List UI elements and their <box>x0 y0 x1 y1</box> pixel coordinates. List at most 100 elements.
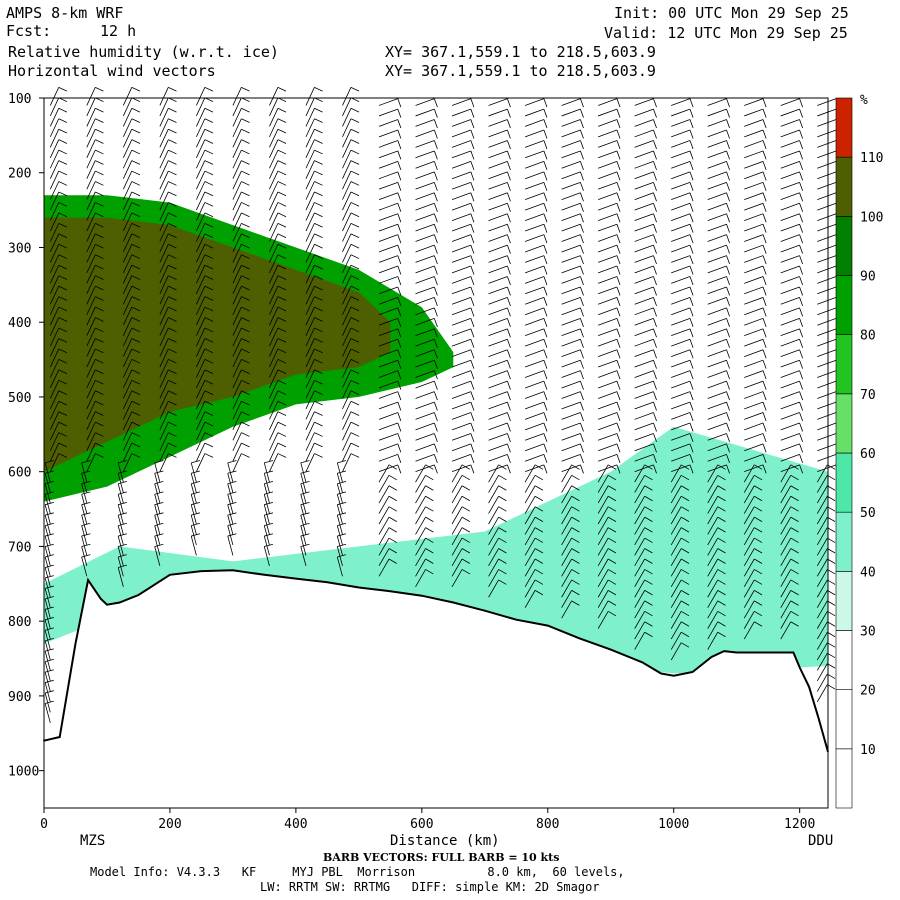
wind-barb <box>488 276 511 286</box>
wind-barb <box>670 485 690 504</box>
wind-barb <box>342 128 360 148</box>
wind-barb <box>671 454 694 463</box>
wind-barb <box>744 349 767 359</box>
wind-barb <box>598 171 621 181</box>
wind-barb <box>561 506 580 525</box>
forecast-value: 12 h <box>100 22 137 40</box>
wind-barb <box>561 590 580 608</box>
wind-barb <box>269 191 287 211</box>
wind-barb <box>524 474 544 493</box>
wind-barb <box>451 244 475 254</box>
colorbar-label: 10 <box>860 743 876 758</box>
wind-barb <box>415 234 438 244</box>
wind-barb <box>561 433 584 443</box>
wind-barb <box>707 631 726 650</box>
wind-barb <box>415 391 438 401</box>
wind-barb <box>780 610 799 629</box>
wind-barb <box>342 285 360 305</box>
wind-barb <box>86 338 104 357</box>
wind-barb <box>488 140 511 150</box>
wind-barb <box>561 150 584 160</box>
wind-barb <box>342 306 360 326</box>
wind-barb <box>122 453 141 472</box>
wind-barb <box>524 338 548 348</box>
wind-barb <box>780 579 799 598</box>
wind-barb <box>159 86 177 106</box>
wind-barb <box>378 443 402 453</box>
wind-barb <box>744 464 767 474</box>
wind-barb <box>378 359 402 369</box>
wind-barb <box>488 297 511 307</box>
wind-barb <box>415 454 438 463</box>
wind-barb <box>488 548 507 567</box>
wind-barb <box>49 442 68 462</box>
wind-barb <box>743 579 763 598</box>
wind-barb <box>378 527 398 546</box>
wind-barb <box>780 401 804 411</box>
wind-barb <box>707 516 726 535</box>
wind-barb <box>378 454 402 463</box>
wind-barb <box>122 181 141 200</box>
wind-barb <box>671 150 694 160</box>
colorbar-swatch <box>835 334 853 395</box>
wind-barb <box>634 600 653 619</box>
wind-barb <box>49 369 68 389</box>
wind-barb <box>378 391 402 401</box>
wind-barb <box>451 401 475 411</box>
cross-section-xy-1: XY= 367.1,559.1 to 218.5,603.9 <box>385 43 656 61</box>
wind-barb <box>159 223 177 242</box>
wind-barb <box>488 129 511 139</box>
y-tick-label: 100 <box>8 92 31 107</box>
wind-barb <box>780 286 804 296</box>
wind-barb <box>634 297 657 307</box>
wind-barb <box>196 453 214 472</box>
wind-barb <box>159 432 177 451</box>
wind-barb <box>744 286 767 296</box>
wind-barb <box>707 569 726 587</box>
wind-barb <box>378 412 402 422</box>
wind-barb <box>634 338 657 348</box>
wind-barb <box>378 380 402 390</box>
wind-barb <box>634 558 653 577</box>
wind-barb <box>598 433 621 443</box>
wind-barb <box>561 391 584 401</box>
wind-barb <box>780 464 804 474</box>
wind-barb <box>269 202 287 221</box>
wind-barb <box>269 128 287 148</box>
wind-barb <box>743 600 763 619</box>
wind-barb <box>488 119 511 129</box>
wind-barb <box>671 307 694 317</box>
wind-barb <box>561 223 584 233</box>
wind-barb <box>86 306 104 326</box>
wind-barb <box>707 422 730 432</box>
wind-barb <box>488 349 511 359</box>
wind-barb <box>415 506 434 525</box>
wind-barb <box>524 213 548 223</box>
wind-barb <box>451 464 471 483</box>
wind-barb <box>598 98 621 108</box>
wind-barb <box>744 317 767 327</box>
wind-barb <box>49 264 68 284</box>
wind-barb <box>451 161 475 171</box>
wind-barb <box>671 380 694 390</box>
y-tick-label: 700 <box>8 540 31 555</box>
wind-barb <box>744 307 767 317</box>
wind-barb <box>524 422 548 432</box>
wind-barb <box>378 161 402 171</box>
wind-barb <box>561 192 584 202</box>
wind-barb <box>488 558 507 577</box>
wind-barb <box>671 433 694 443</box>
wind-barb <box>86 264 104 284</box>
wind-barb <box>232 86 250 106</box>
axes: 100 200 300 400 500 600 700 800 900 1000 0 200 400 60… <box>8 92 829 832</box>
wind-barb <box>378 297 402 307</box>
wind-barb <box>597 464 617 483</box>
wind-barb <box>415 401 438 411</box>
wind-barb <box>269 223 287 242</box>
wind-barb <box>232 432 250 451</box>
wind-barb <box>378 506 398 525</box>
wind-barb <box>671 129 694 139</box>
wind-barb <box>81 554 91 577</box>
wind-barb <box>780 213 804 223</box>
wind-barb <box>524 265 548 275</box>
